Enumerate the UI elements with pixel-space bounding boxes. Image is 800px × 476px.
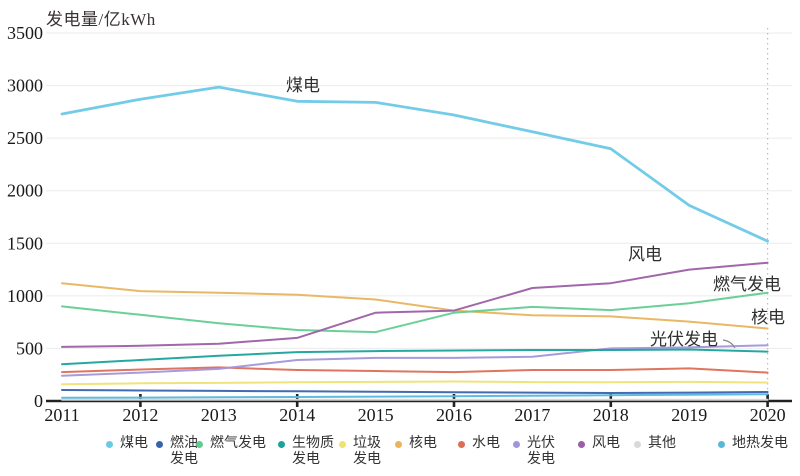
series-label-nuclear: 核电 [751, 308, 785, 327]
series-line-nuclear [61, 282, 769, 330]
y-tick-label: 3500 [7, 23, 43, 43]
series-label-solar: 光伏发电 [650, 330, 718, 349]
x-tick-label: 2019 [671, 405, 707, 425]
series-line-solar [61, 344, 769, 377]
x-tick-label: 2015 [358, 405, 394, 425]
series-line-gas [61, 291, 769, 334]
series-line-waste [61, 380, 769, 386]
x-tick-label: 2017 [514, 405, 550, 425]
y-tick-label: 3000 [7, 76, 43, 96]
y-tick-label: 500 [16, 338, 43, 358]
series-label-wind: 风电 [628, 245, 662, 264]
series-line-biomass [61, 348, 769, 366]
y-tick-label: 2500 [7, 128, 43, 148]
series-line-wind [61, 261, 769, 348]
x-tick-label: 2020 [750, 405, 786, 425]
y-tick-label: 2000 [7, 181, 43, 201]
solar-label-pointer [722, 339, 736, 349]
x-tick-label: 2016 [436, 405, 472, 425]
x-tick-label: 2013 [201, 405, 237, 425]
y-axis-title: 发电量/亿kWh [46, 10, 156, 29]
x-tick-label: 2012 [122, 405, 158, 425]
series-label-coal: 煤电 [286, 76, 320, 95]
x-tick-label: 2018 [593, 405, 629, 425]
series-line-hydro [61, 366, 769, 374]
series-line-coal [60, 85, 769, 243]
series-label-gas: 燃气发电 [713, 275, 781, 294]
y-tick-label: 0 [34, 391, 43, 411]
x-tick-label: 2011 [44, 405, 79, 425]
series-line-oil [61, 389, 769, 394]
y-tick-label: 1500 [7, 233, 43, 253]
x-tick-label: 2014 [279, 405, 315, 425]
series-line-geothermal [61, 393, 769, 399]
y-tick-label: 1000 [7, 286, 43, 306]
